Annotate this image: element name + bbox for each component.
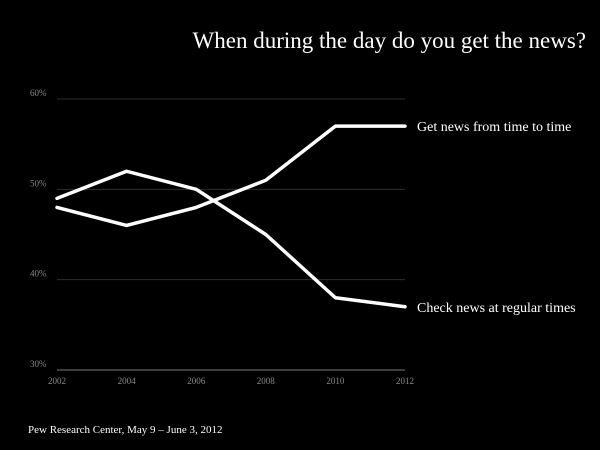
x-tick-label: 2010 [326,376,345,386]
y-tick-label: 40% [30,269,47,279]
series-line [55,124,407,228]
source-note: Pew Research Center, May 9 – June 3, 201… [28,424,223,436]
x-tick-label: 2002 [48,376,66,386]
y-tick-label: 30% [30,359,47,369]
series-line [55,169,407,309]
chart-title: When during the day do you get the news? [192,28,586,53]
x-tick-label: 2004 [118,376,137,386]
x-tick-label: 2006 [187,376,206,386]
series-label: Check news at regular times [417,301,576,316]
y-tick-label: 50% [30,178,47,188]
series-label: Get news from time to time [417,120,571,135]
y-tick-label: 60% [30,88,47,98]
x-tick-label: 2012 [396,376,414,386]
x-tick-label: 2008 [257,376,276,386]
